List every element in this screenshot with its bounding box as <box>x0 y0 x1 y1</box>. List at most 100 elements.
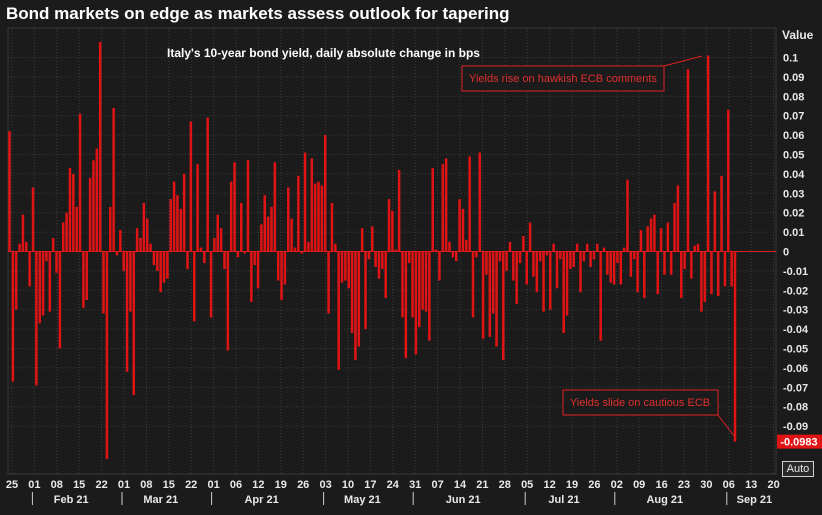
bar-chart: Yields rise on hawkish ECB comments Yield… <box>6 27 822 506</box>
data-bar <box>471 251 475 318</box>
data-bar <box>122 251 125 271</box>
data-bar <box>552 243 555 252</box>
y-tick-label: -0.06 <box>783 363 808 375</box>
y-tick-label: 0 <box>783 247 789 259</box>
data-bar <box>290 218 293 252</box>
data-bar <box>243 251 246 254</box>
last-value-box <box>777 434 822 449</box>
y-tick-label: 0.04 <box>783 169 805 181</box>
data-bar <box>327 251 330 314</box>
data-bar <box>589 251 592 268</box>
data-bar <box>575 243 579 252</box>
data-bar <box>478 152 481 252</box>
data-bar <box>320 185 324 252</box>
data-bar <box>505 251 508 271</box>
data-bar <box>209 251 213 318</box>
x-tick-label: 19 <box>566 479 578 491</box>
data-bar <box>8 131 11 252</box>
data-bar <box>132 251 136 396</box>
data-bar <box>495 251 498 347</box>
data-bar <box>488 251 492 337</box>
x-tick-label: 31 <box>409 479 421 491</box>
data-bar <box>491 251 495 314</box>
data-bar <box>354 251 357 361</box>
data-bar <box>98 41 102 252</box>
data-bar <box>307 241 310 252</box>
data-bar <box>458 199 461 252</box>
x-month-label: Jul 21 <box>548 494 579 506</box>
data-bar <box>418 251 421 328</box>
data-bar <box>219 228 223 252</box>
y-tick-label: -0.09 <box>783 421 808 433</box>
data-bar <box>28 251 31 287</box>
x-tick-label: 30 <box>700 479 712 491</box>
data-bar <box>680 251 683 299</box>
data-bar <box>565 251 569 316</box>
x-tick-label: 08 <box>140 479 152 491</box>
data-bar <box>109 206 112 252</box>
auto-scale-button[interactable]: Auto <box>782 461 814 477</box>
data-bar <box>51 237 55 252</box>
data-bar <box>716 251 720 297</box>
data-bar <box>115 251 119 256</box>
data-bar <box>451 251 455 258</box>
data-bar <box>196 164 199 252</box>
data-bar <box>391 210 394 252</box>
x-tick-label: 10 <box>342 479 354 491</box>
data-bar <box>21 214 25 252</box>
data-bar <box>263 195 267 252</box>
data-bar <box>545 251 549 256</box>
x-tick-label: 03 <box>319 479 331 491</box>
data-bar <box>542 251 545 312</box>
data-bar <box>145 218 149 252</box>
data-bar <box>176 195 179 252</box>
data-bar <box>78 113 82 252</box>
data-bar <box>475 251 478 258</box>
data-bar <box>149 243 152 252</box>
data-bar <box>693 245 696 252</box>
y-tick-label: 0.02 <box>783 208 804 220</box>
data-bar <box>11 251 15 382</box>
data-bar <box>401 251 404 318</box>
y-tick-label: -0.05 <box>783 344 808 356</box>
data-bar <box>639 230 643 252</box>
data-bar <box>186 251 189 269</box>
data-bar <box>441 164 445 252</box>
data-bar <box>659 228 663 252</box>
data-bar <box>203 251 206 264</box>
data-bar <box>105 251 109 460</box>
data-bar <box>468 156 471 252</box>
x-tick-label: 06 <box>723 479 735 491</box>
data-bar <box>549 251 552 310</box>
data-bar <box>397 170 401 252</box>
data-bar <box>213 237 216 252</box>
x-tick-label: 09 <box>633 479 645 491</box>
data-bar <box>152 251 156 266</box>
data-bar <box>602 247 606 252</box>
data-bar <box>656 251 659 295</box>
x-tick-label: 22 <box>185 479 197 491</box>
data-bar <box>572 251 576 268</box>
data-bar <box>669 251 673 275</box>
data-bar <box>88 177 92 252</box>
data-bar <box>663 251 666 275</box>
data-bar <box>125 251 129 372</box>
gridlines <box>7 27 777 475</box>
data-bar <box>293 247 297 252</box>
data-bar <box>485 251 488 275</box>
y-tick-label: 0.1 <box>783 53 798 65</box>
data-bar <box>730 251 733 287</box>
data-bar <box>512 251 515 281</box>
y-tick-label: -0.04 <box>783 324 809 336</box>
data-bar <box>636 251 639 293</box>
data-bar <box>421 251 424 310</box>
x-month-label: Feb 21 <box>54 494 89 506</box>
data-bar <box>384 251 387 299</box>
data-bar <box>68 168 72 252</box>
data-bar <box>166 251 169 279</box>
data-bar <box>61 222 65 252</box>
data-bar <box>65 212 68 252</box>
data-bar <box>414 251 418 355</box>
data-bar <box>381 251 384 269</box>
data-bar <box>162 251 166 283</box>
